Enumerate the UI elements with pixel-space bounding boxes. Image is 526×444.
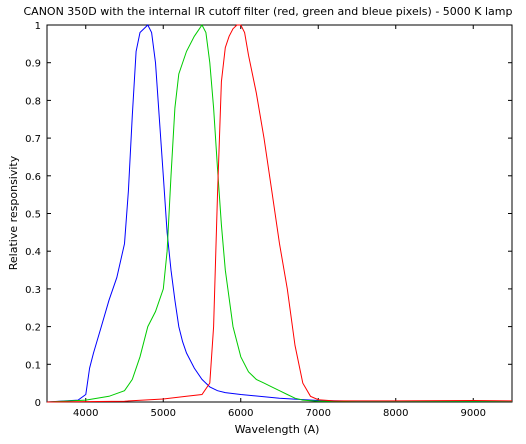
x-tick-label: 8000 (383, 408, 408, 419)
y-tick-label: 0.2 (25, 323, 41, 334)
y-tick-label: 0 (35, 398, 41, 409)
y-tick-label: 0.4 (25, 247, 41, 258)
y-tick-label: 1 (35, 21, 41, 32)
series-line-1 (46, 24, 512, 403)
x-tick-label: 5000 (151, 408, 176, 419)
y-axis-label: Relative responsivity (7, 155, 20, 270)
x-tick-label: 9000 (461, 408, 486, 419)
x-tick-label: 7000 (306, 408, 331, 419)
y-tick-label: 0.6 (25, 172, 41, 183)
series-line-0 (46, 24, 512, 403)
x-tick-label: 6000 (228, 408, 253, 419)
plot-area: 4000 5000 6000 7000 8000 9000 0 0.1 0.2 0.3 0.4 0.5… (25, 21, 513, 419)
series-line-2 (46, 24, 513, 403)
y-tick-label: 0.3 (25, 285, 41, 296)
y-tick-label: 0.7 (25, 134, 41, 145)
chart-title: CANON 350D with the internal IR cutoff f… (23, 5, 512, 18)
x-axis-label: Wavelength (A) (235, 423, 320, 436)
y-tick-label: 0.5 (25, 210, 41, 221)
plot-frame (46, 24, 513, 403)
y-tick-label: 0.1 (25, 360, 41, 371)
x-tick-label: 4000 (73, 408, 98, 419)
y-tick-label: 0.8 (25, 96, 41, 107)
y-tick-label: 0.9 (25, 59, 41, 70)
